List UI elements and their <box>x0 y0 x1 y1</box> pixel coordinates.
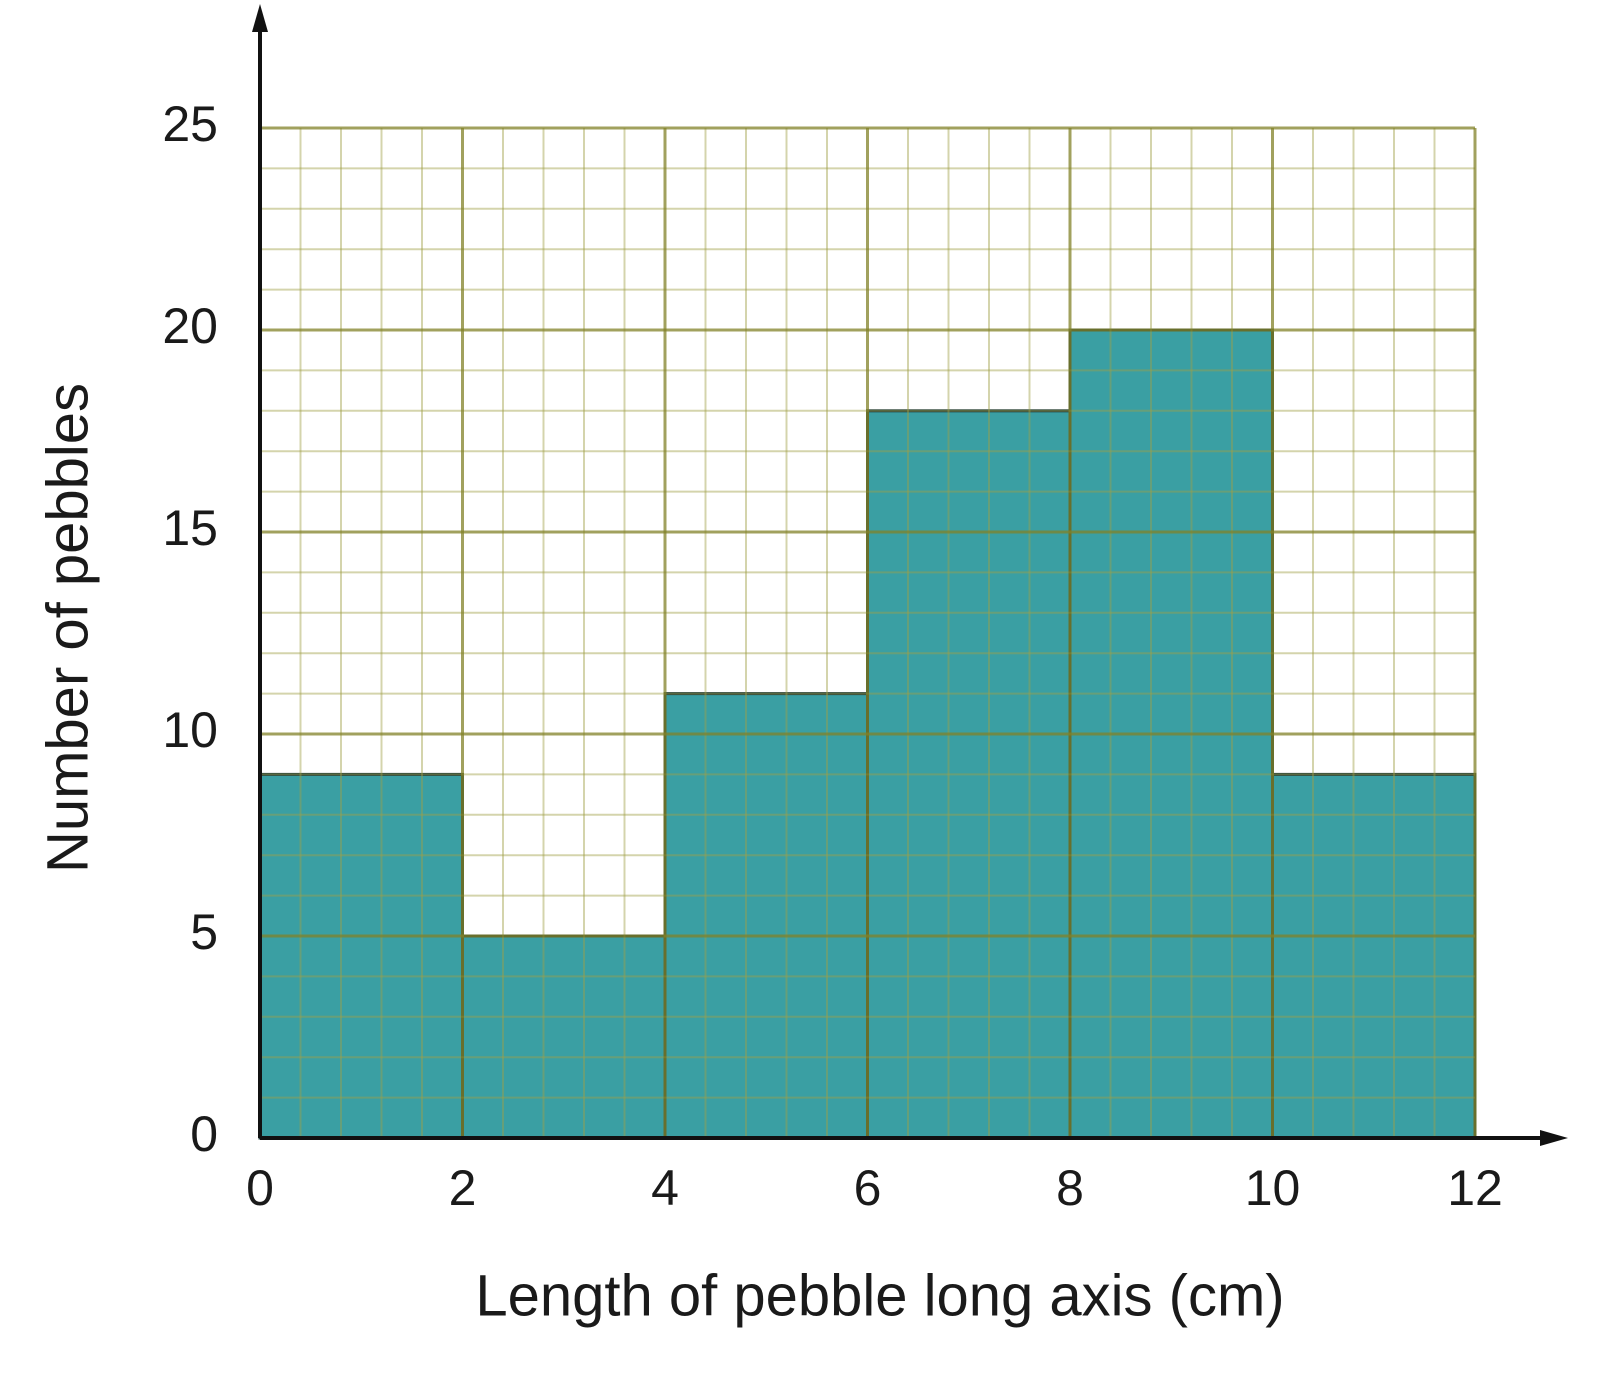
y-tick-label: 25 <box>162 96 218 152</box>
y-axis-arrow <box>252 4 268 32</box>
y-tick-label: 10 <box>162 702 218 758</box>
axes: 0 2 4 6 8 10 12 0 5 10 15 20 25 <box>162 4 1568 1216</box>
y-tick-label: 0 <box>190 1106 218 1162</box>
y-tick-label: 20 <box>162 298 218 354</box>
bar <box>461 934 667 1140</box>
bar <box>1271 772 1477 1140</box>
y-axis-title: Number of pebbles <box>35 383 100 873</box>
x-tick-label: 12 <box>1447 1160 1503 1216</box>
x-tick-label: 8 <box>1056 1160 1084 1216</box>
x-axis-title: Length of pebble long axis (cm) <box>475 1263 1284 1328</box>
x-tick-label: 0 <box>246 1160 274 1216</box>
x-tick-label: 2 <box>449 1160 477 1216</box>
x-tick-label: 10 <box>1245 1160 1301 1216</box>
x-tick-label: 4 <box>651 1160 679 1216</box>
bars <box>258 328 1477 1140</box>
x-tick-label: 6 <box>854 1160 882 1216</box>
bar <box>258 772 464 1140</box>
y-tick-label: 5 <box>190 904 218 960</box>
x-axis-arrow <box>1540 1130 1568 1146</box>
bar <box>663 692 869 1140</box>
y-tick-label: 15 <box>162 500 218 556</box>
